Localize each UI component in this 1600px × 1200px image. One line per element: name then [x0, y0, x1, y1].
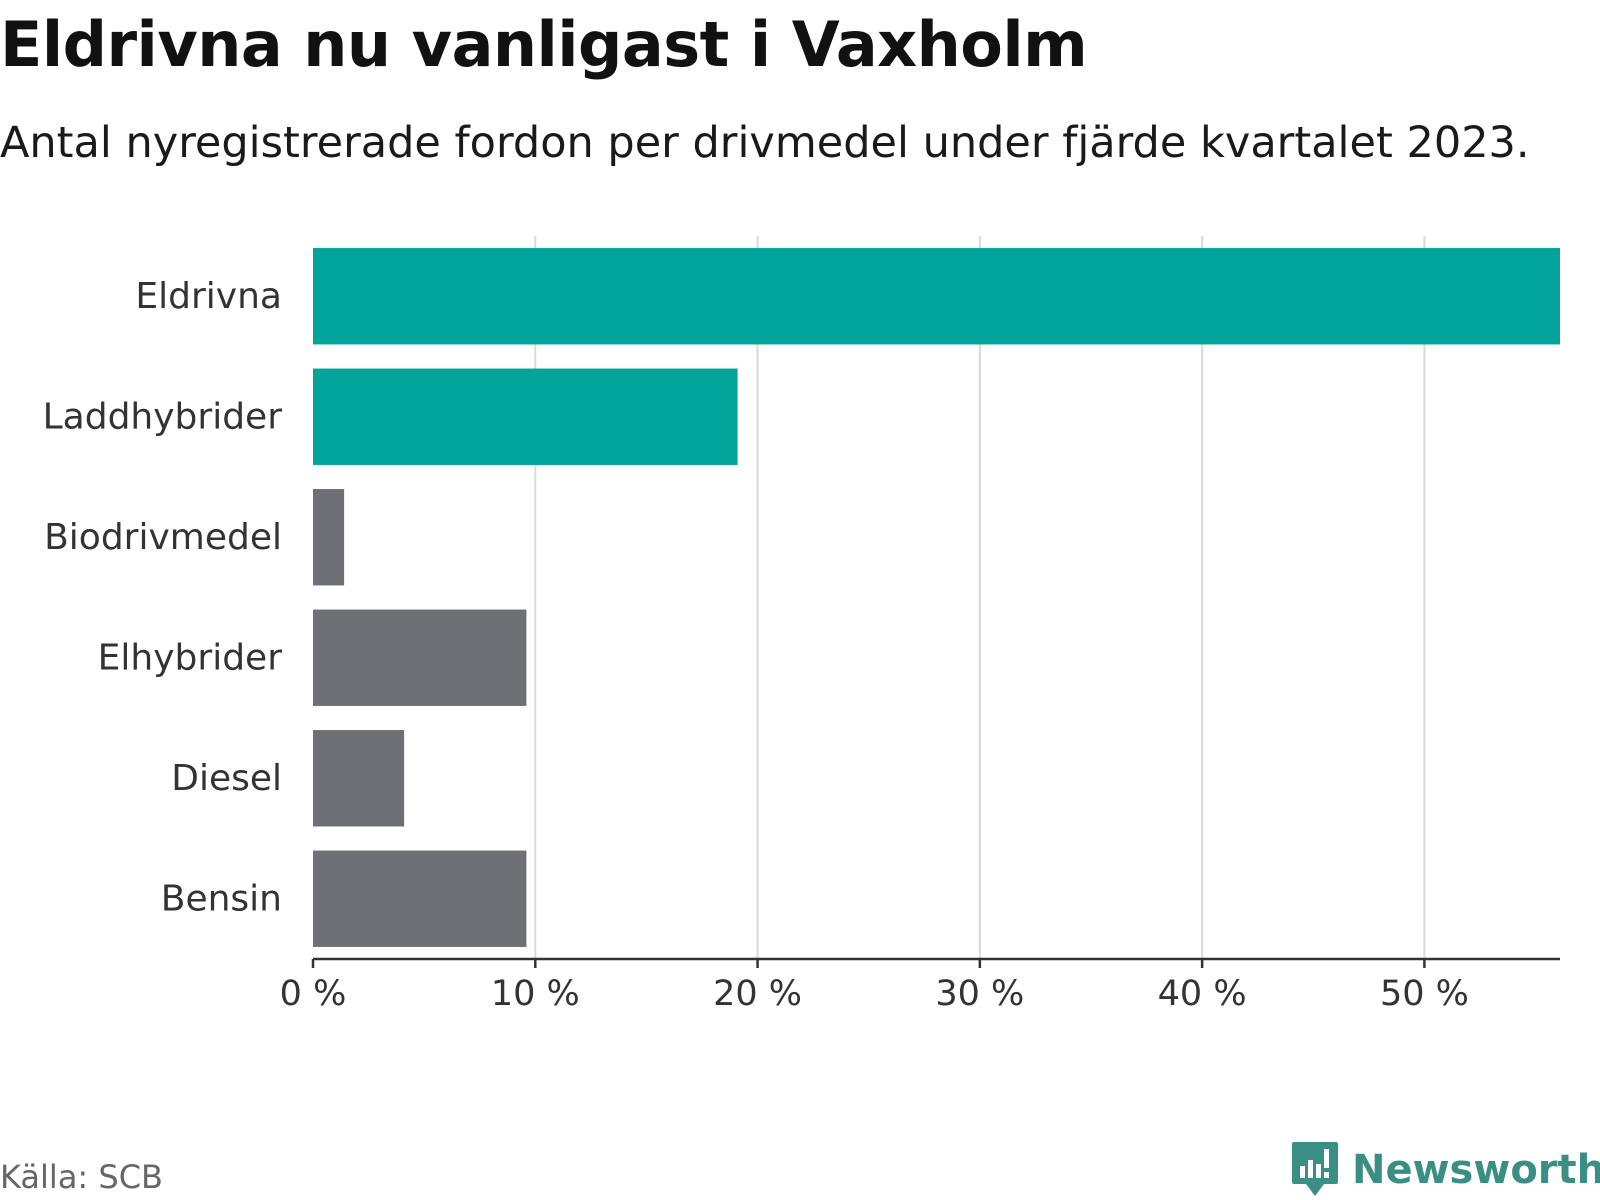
bar-biodrivmedel: [313, 489, 345, 586]
category-label: Eldrivna: [135, 276, 282, 317]
chart-title: Eldrivna nu vanligast i Vaxholm: [0, 8, 1088, 81]
x-tick-label: 50 %: [1380, 974, 1469, 1014]
bar-diesel: [313, 730, 405, 827]
brand-logo: Newsworthy: [1290, 1140, 1600, 1200]
x-tick-label: 10 %: [491, 974, 580, 1014]
bar-chart-speech-bubble-icon: [1292, 1142, 1338, 1196]
chart-subtitle: Antal nyregistrerade fordon per drivmede…: [0, 118, 1530, 168]
x-tick-label: 30 %: [935, 974, 1024, 1014]
brand-name: Newsworthy: [1352, 1147, 1600, 1193]
category-label: Diesel: [171, 758, 282, 799]
source-note: Källa: SCB: [0, 1158, 163, 1196]
category-label: Biodrivmedel: [44, 517, 282, 558]
bar-bensin: [313, 850, 527, 947]
x-tick-label: 40 %: [1158, 974, 1247, 1014]
x-tick-label: 20 %: [713, 974, 802, 1014]
bar-elhybrider: [313, 609, 527, 706]
x-tick-label: 0 %: [280, 974, 347, 1014]
category-label: Bensin: [161, 878, 282, 919]
bar-eldrivna: [313, 248, 1560, 345]
category-label: Elhybrider: [98, 637, 283, 678]
bar-chart: Eldrivna Laddhybrider Biodrivmedel Elhybrid…: [43, 236, 1560, 1014]
category-label: Laddhybrider: [43, 396, 283, 437]
bar-laddhybrider: [313, 368, 738, 465]
